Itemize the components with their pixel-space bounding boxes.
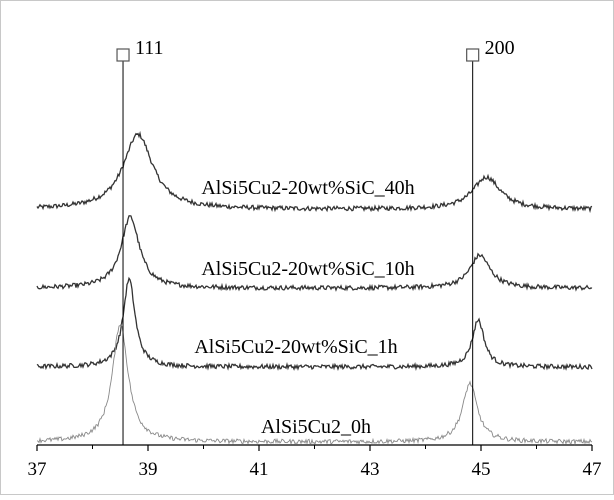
x-tick-label-37: 37 [28, 459, 47, 480]
reference-label-200: 200 [485, 37, 515, 59]
series-label-3: AlSi5Cu2_0h [261, 416, 371, 438]
series-line-2 [36, 276, 593, 372]
x-tick-label-41: 41 [250, 459, 269, 480]
series-line-1 [36, 215, 593, 292]
x-tick-label-45: 45 [472, 459, 491, 480]
series-label-1: AlSi5Cu2-20wt%SiC_10h [201, 258, 414, 280]
reference-marker-111 [116, 48, 130, 62]
series-line-0 [36, 130, 593, 214]
reference-marker-200 [466, 48, 480, 62]
x-tick-label-43: 43 [361, 459, 380, 480]
plot-area: 37 39 41 43 45 47 AlSi5Cu2-20wt%SiC_40h AlSi5Cu… [28, 37, 602, 480]
x-tick-label-47: 47 [583, 459, 602, 480]
reference-label-111: 111 [135, 37, 164, 59]
x-tick-label-39: 39 [139, 459, 158, 480]
series-label-2: AlSi5Cu2-20wt%SiC_1h [194, 336, 397, 358]
series-line-3 [36, 323, 593, 446]
series-label-0: AlSi5Cu2-20wt%SiC_40h [201, 177, 414, 199]
